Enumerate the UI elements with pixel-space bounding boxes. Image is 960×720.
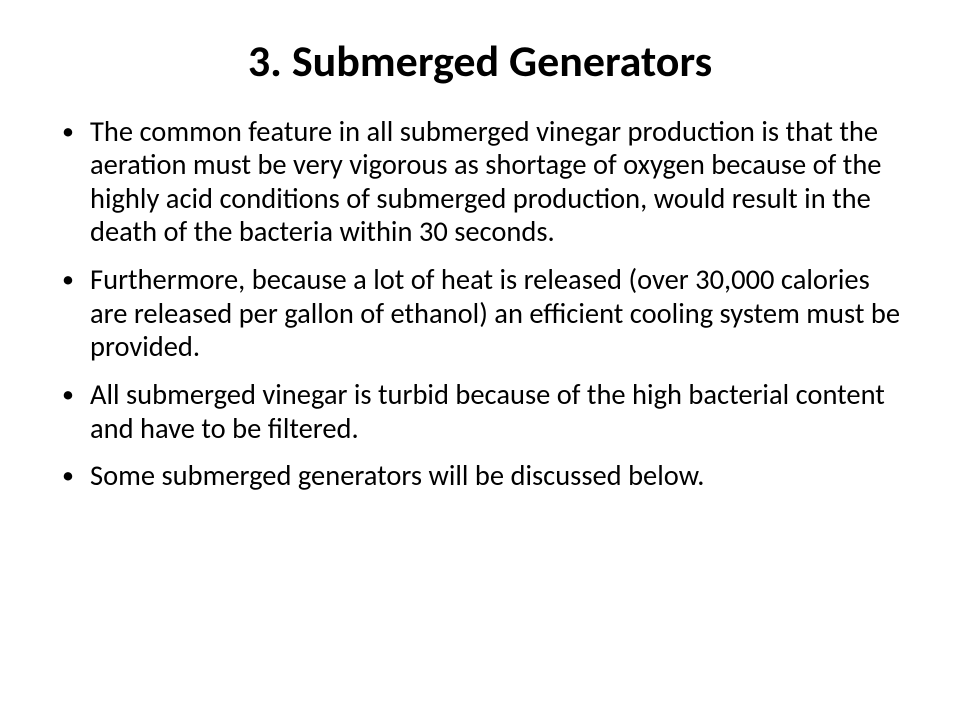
slide: 3. Submerged Generators The common featu…: [0, 0, 960, 720]
bullet-list: The common feature in all submerged vine…: [48, 115, 912, 493]
list-item: The common feature in all submerged vine…: [56, 115, 908, 250]
slide-title: 3. Submerged Generators: [48, 36, 912, 87]
list-item: Some submerged generators will be discus…: [56, 459, 908, 493]
list-item: Furthermore, because a lot of heat is re…: [56, 263, 908, 364]
list-item: All submerged vinegar is turbid because …: [56, 378, 908, 445]
